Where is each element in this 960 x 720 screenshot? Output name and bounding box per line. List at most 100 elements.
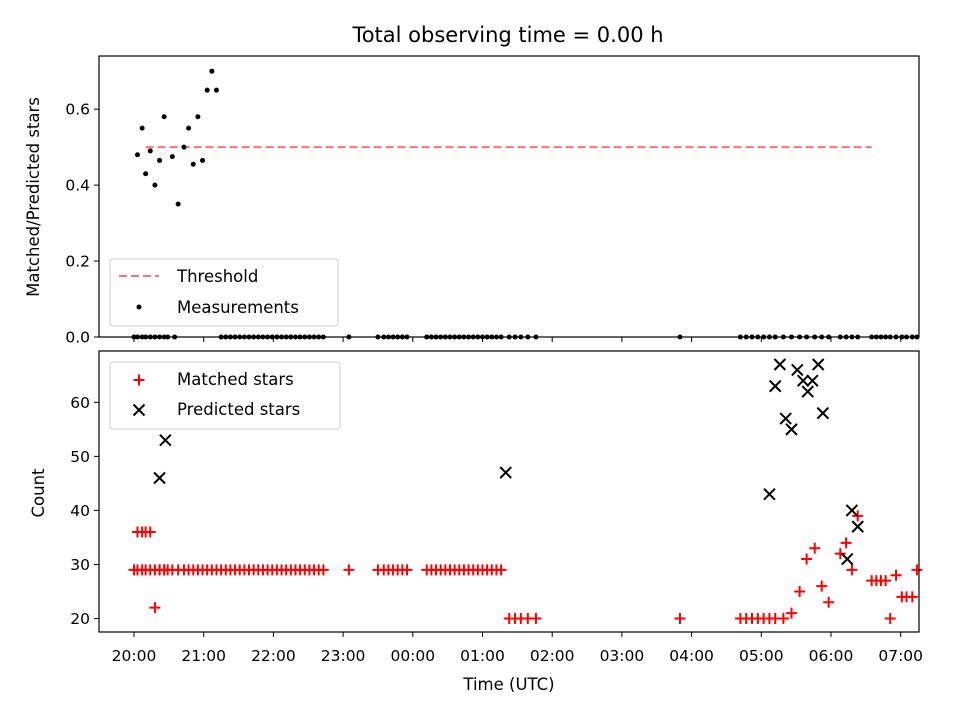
matched-stars-point [317,564,329,576]
bottom-panel: 20 30 40 50 60 20:00 21:00 22:00 23:00 00:00 01:0… [29,351,923,694]
measurement-point [213,87,219,93]
bottom-y-tick-label: 50 [70,448,90,466]
bottom-axes-frame [98,350,920,633]
matched-stars-point [834,548,846,560]
x-tick-label: 23:00 [321,647,366,665]
matched-stars-point [674,612,686,624]
top-y-ticks: 0.0 0.2 0.4 0.6 [65,101,99,347]
x-axis-label: Time (UTC) [462,675,554,694]
measurement-point [147,148,153,154]
top-x-ticks [133,337,902,342]
predicted-stars-point [779,412,792,425]
legend-predicted-swatch [132,403,146,417]
x-tick-label: 20:00 [112,647,157,665]
measurement-point [209,68,215,74]
measurement-point [186,125,192,131]
matched-stars-point [801,553,813,565]
x-tick-label: 01:00 [460,647,505,665]
matched-stars-point [343,564,355,576]
legend-predicted-label: Predicted stars [177,400,300,419]
matched-stars-point [149,602,161,614]
predicted-stars-point [773,358,787,371]
legend-measurements-label: Measurements [177,298,299,317]
bottom-x-ticks: 20:00 21:00 22:00 23:00 00:00 01:00 02:00 03:00… [112,632,923,665]
bottom-y-tick-label: 20 [70,610,90,628]
bottom-y-axis-label: Count [29,468,48,518]
predicted-stars-point [806,374,819,387]
measurement-point [169,154,175,160]
bottom-data-layer [129,359,923,624]
measurement-point [157,157,163,163]
legend-x-mark [132,403,146,417]
measurement-point [200,157,206,163]
predicted-stars-point [791,363,804,377]
legend-plus-mark [133,374,145,386]
legend-matched-swatch [133,374,145,386]
top-y-tick-label: 0.4 [65,177,90,195]
predicted-stars-point [816,406,830,420]
matched-stars-point [884,612,896,624]
matched-stars-point [816,580,828,592]
measurement-point [161,114,167,120]
predicted-stars-point [851,520,864,533]
predicted-stars-point [801,385,814,398]
measurement-point [134,152,140,158]
predicted-stars-point [159,433,172,447]
measurement-point [195,114,201,120]
x-tick-label: 03:00 [600,647,645,665]
predicted-stars-point [153,471,166,485]
matched-stars-point [401,564,413,576]
top-y-tick-label: 0.2 [65,253,90,271]
bottom-y-tick-label: 60 [70,394,90,412]
matched-stars-point [809,542,821,554]
matched-stars-point [890,569,902,581]
matched-stars-point [852,510,864,522]
predicted-stars-point [769,379,782,393]
predicted-stars-point [841,552,854,566]
matched-stars-point [162,564,174,576]
matched-stars-point [823,596,835,608]
x-tick-label: 22:00 [251,647,296,665]
predicted-stars-point [763,487,776,501]
x-tick-label: 07:00 [878,647,923,665]
top-legend: Threshold Measurements [109,258,339,327]
measurement-point [143,171,149,177]
bottom-y-tick-label: 30 [70,556,90,574]
bottom-y-ticks: 20 30 40 50 60 [70,394,99,628]
bottom-y-tick-label: 40 [70,502,90,520]
top-y-tick-label: 0.6 [65,101,90,119]
matched-stars-point [840,537,852,549]
legend-matched-label: Matched stars [177,370,294,389]
predicted-stars-point [499,466,512,479]
legend-measurements-swatch [136,304,142,310]
x-tick-label: 00:00 [390,647,435,665]
matched-stars-point [794,585,806,597]
top-axes-frame [98,55,920,338]
matched-stars-point [911,564,923,576]
predicted-stars-point [812,358,825,371]
matched-stars-point [777,612,789,624]
measurement-point [152,182,158,188]
x-tick-label: 04:00 [669,647,714,665]
x-tick-label: 06:00 [809,647,854,665]
measurement-point [181,144,187,150]
matched-stars-point [495,564,507,576]
bottom-legend: Matched stars Predicted stars [109,361,341,430]
chart-title: Total observing time = 0.00 h [351,23,663,47]
top-panel: 0.0 0.2 0.4 0.6 Matched/Predicted stars Thr… [24,55,920,347]
predicted-stars-point [796,374,810,387]
predicted-stars-point [845,504,859,517]
measurement-point [190,161,196,167]
legend-threshold-label: Threshold [176,267,258,286]
matched-stars-point [880,575,892,587]
x-tick-label: 02:00 [530,647,575,665]
matched-stars-point [846,564,858,576]
x-tick-label: 05:00 [739,647,784,665]
x-tick-label: 21:00 [181,647,226,665]
matched-stars-point [906,591,918,603]
top-y-axis-label: Matched/Predicted stars [24,97,43,297]
predicted-stars-point [785,423,798,436]
matched-stars-point [530,612,542,624]
measurement-point [175,201,181,207]
